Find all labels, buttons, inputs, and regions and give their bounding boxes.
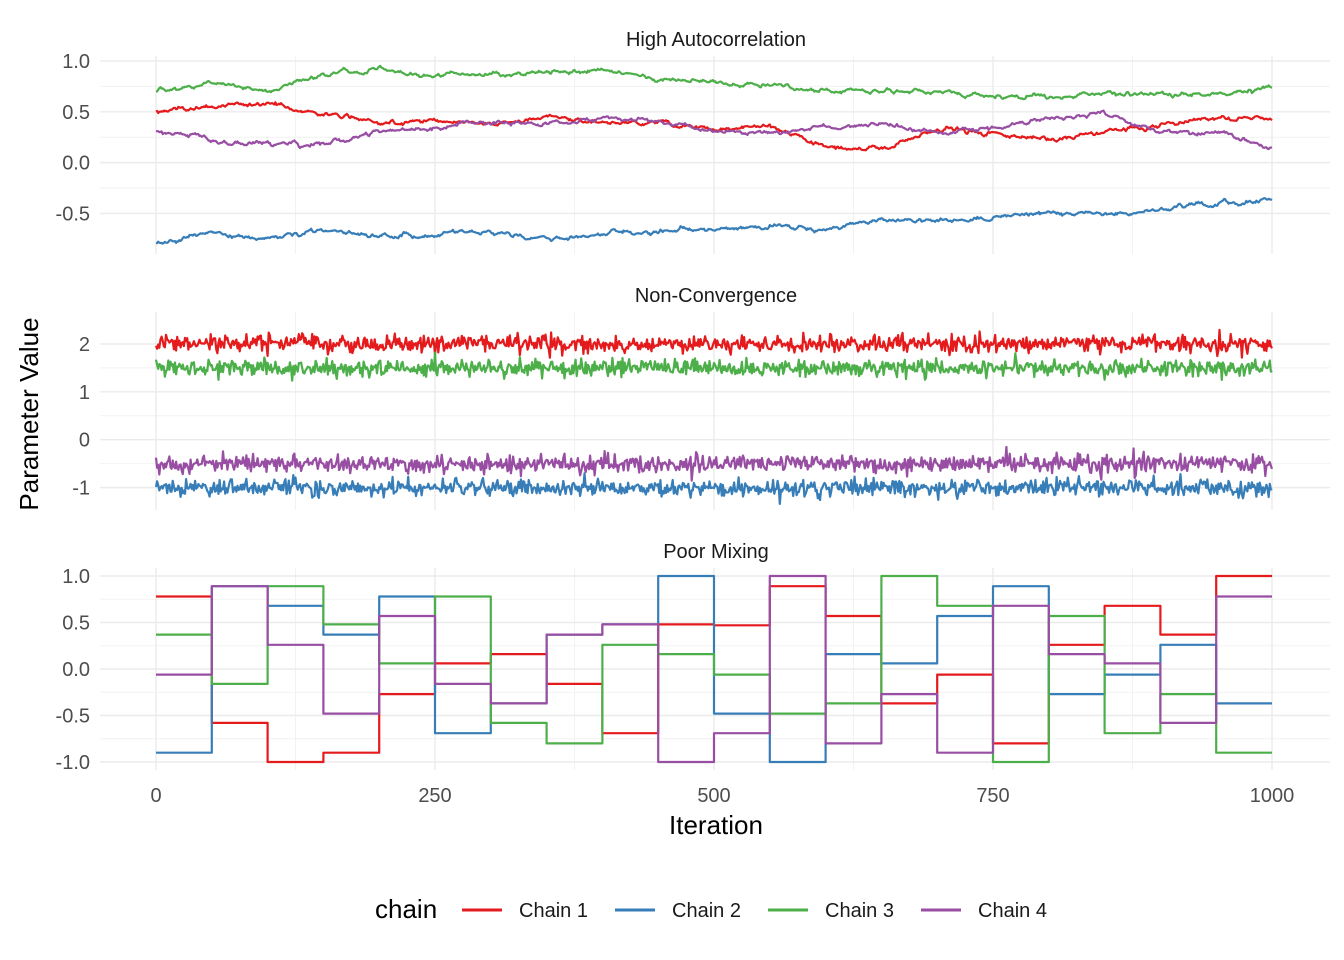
legend-entry: Chain 3 xyxy=(768,900,894,922)
x-tick-label: 500 xyxy=(697,785,730,807)
y-tick-label: 1 xyxy=(79,382,90,404)
legend-label: Chain 1 xyxy=(519,900,588,922)
series-line-chain-3 xyxy=(155,64,1273,101)
y-tick-label: 0.0 xyxy=(62,153,90,175)
series-line-chain-1 xyxy=(154,328,1273,359)
panel-3: 1.0 0.5 0.0 -0.5 -1.0 Poor Mixing xyxy=(56,541,1330,774)
y-tick-label: -0.5 xyxy=(56,203,90,225)
y-tick-label: 1.0 xyxy=(62,566,90,588)
y-tick-label: 2 xyxy=(79,334,90,356)
series-line-chain-2 xyxy=(155,197,1273,245)
legend: chain Chain 1 Chain 2 Chain 3 Chain 4 xyxy=(375,894,1047,924)
facet-title: Non-Convergence xyxy=(635,285,797,307)
legend-label: Chain 2 xyxy=(672,900,741,922)
series-line-chain-4 xyxy=(155,109,1273,151)
series-line-chain-4 xyxy=(154,445,1274,482)
x-axis-title: Iteration xyxy=(669,810,763,840)
legend-label: Chain 4 xyxy=(978,900,1047,922)
series-line-chain-1 xyxy=(155,101,1273,152)
y-tick-label: -1 xyxy=(72,478,90,500)
series-line-chain-4 xyxy=(156,574,1272,764)
panel-2: 2 1 0 -1 Non-Convergence xyxy=(72,285,1330,510)
x-tick-label: 1000 xyxy=(1250,785,1295,807)
legend-entry: Chain 1 xyxy=(462,900,588,922)
panels: 1.0 0.5 0.0 -0.5 High Autocorrelation 2 1 0 -1 No… xyxy=(56,29,1330,807)
x-tick-label: 250 xyxy=(418,785,451,807)
legend-label: Chain 3 xyxy=(825,900,894,922)
series-line-chain-3 xyxy=(154,351,1273,382)
legend-entry: Chain 2 xyxy=(615,900,741,922)
legend-items: Chain 1 Chain 2 Chain 3 Chain 4 xyxy=(462,900,1047,922)
y-tick-label: 0.5 xyxy=(62,102,90,124)
x-axis: 0 250 500 750 1000 xyxy=(150,785,1294,807)
series-line-chain-2 xyxy=(156,574,1272,764)
facet-title: Poor Mixing xyxy=(663,541,769,563)
x-tick-label: 0 xyxy=(150,785,161,807)
y-tick-label: 0.0 xyxy=(62,659,90,681)
legend-title: chain xyxy=(375,894,437,924)
y-axis-title: Parameter Value xyxy=(14,317,44,510)
y-tick-label: 1.0 xyxy=(62,51,90,73)
y-tick-label: -0.5 xyxy=(56,706,90,728)
y-tick-label: -1.0 xyxy=(56,752,90,774)
panel-1: 1.0 0.5 0.0 -0.5 High Autocorrelation xyxy=(56,29,1330,254)
series-line-chain-3 xyxy=(156,574,1272,764)
series-line-chain-2 xyxy=(154,472,1273,505)
x-tick-label: 750 xyxy=(976,785,1009,807)
facet-title: High Autocorrelation xyxy=(626,29,806,51)
y-tick-label: 0.5 xyxy=(62,613,90,635)
y-tick-label: 0 xyxy=(79,430,90,452)
legend-entry: Chain 4 xyxy=(921,900,1047,922)
